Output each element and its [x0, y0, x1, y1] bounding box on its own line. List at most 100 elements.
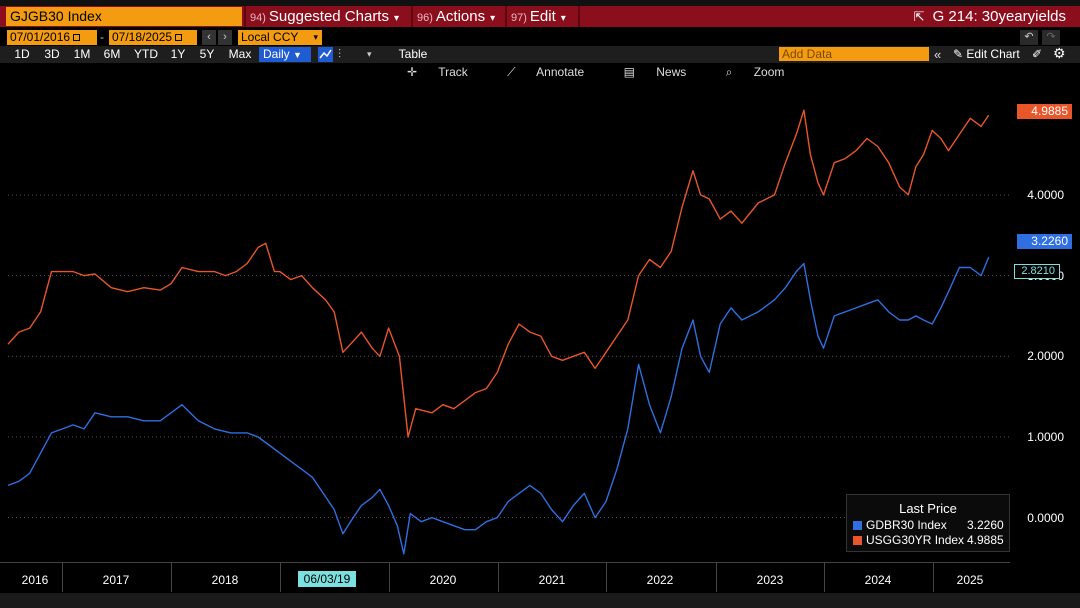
- news-icon: ▤: [623, 65, 635, 79]
- range-6m-button[interactable]: 6M: [103, 47, 121, 61]
- zoom-label: Zoom: [753, 65, 785, 79]
- zoom-icon: ⌕: [725, 65, 733, 79]
- range-5y-button[interactable]: 5Y: [199, 47, 215, 61]
- caret-down-icon: ▾: [560, 13, 566, 24]
- start-date-field[interactable]: 07/01/2016: [7, 30, 97, 45]
- y-tick-label: 4.0000: [1027, 187, 1064, 202]
- range-max-button[interactable]: Max: [228, 47, 252, 61]
- legend-series-name: USGG30YR Index: [866, 533, 965, 547]
- calendar-icon[interactable]: [73, 34, 81, 42]
- top-strip: [0, 0, 1080, 6]
- next-period-button[interactable]: ›: [218, 30, 232, 45]
- x-axis-divider: [606, 562, 607, 592]
- chart-legend: Last Price GDBR30 Index 3.2260 USGG30YR …: [846, 494, 1010, 552]
- crosshair-date-tag: 06/03/19: [298, 571, 356, 587]
- legend-title: Last Price: [899, 501, 957, 516]
- menu-label: Suggested Charts: [268, 8, 389, 25]
- legend-series-name: GDBR30 Index: [866, 518, 947, 532]
- menu-number: 97): [511, 12, 527, 24]
- menu-separator: [244, 6, 246, 27]
- gear-icon[interactable]: ⚙: [1053, 45, 1066, 61]
- x-axis-divider: [62, 562, 63, 592]
- edit-icon[interactable]: ✐: [1032, 47, 1043, 61]
- chart-plot-area[interactable]: [0, 82, 1080, 562]
- prev-period-button[interactable]: ‹: [202, 30, 216, 45]
- x-tick-label: 2024: [864, 573, 892, 587]
- x-axis-divider: [933, 562, 934, 592]
- crosshair-value-tag: 2.8210: [1014, 264, 1060, 279]
- news-label: News: [656, 65, 687, 79]
- end-date-field[interactable]: 07/18/2025: [109, 30, 197, 45]
- range-1m-button[interactable]: 1M: [73, 47, 91, 61]
- x-tick-label: 2025: [956, 573, 984, 587]
- series-line-gdbr30: [7, 256, 990, 555]
- usgg-swatch: [853, 536, 862, 545]
- edit-menu[interactable]: 97) Edit ▾: [511, 6, 566, 27]
- x-tick-label: 2021: [538, 573, 566, 587]
- x-tick-label: 2017: [102, 573, 130, 587]
- start-date-value: 07/01/2016: [10, 30, 71, 44]
- edit-chart-button[interactable]: ✎ Edit Chart: [953, 46, 1020, 63]
- x-tick-label: 2018: [211, 573, 239, 587]
- legend-row-gdbr[interactable]: GDBR30 Index 3.2260: [853, 518, 1004, 532]
- caret-down-icon: ▼: [293, 50, 302, 60]
- grid-lines: [8, 194, 1010, 519]
- gdbr-swatch: [853, 521, 862, 530]
- date-dash: -: [100, 30, 104, 44]
- collapse-icon[interactable]: «: [934, 47, 942, 62]
- track-tool[interactable]: ✛ Track: [407, 65, 486, 79]
- range-3d-button[interactable]: 3D: [44, 47, 60, 61]
- legend-row-usgg[interactable]: USGG30YR Index 4.9885: [853, 533, 1004, 547]
- series-lines: [7, 109, 990, 555]
- news-tool[interactable]: ▤ News: [624, 65, 705, 79]
- menu-number: 96): [417, 12, 433, 24]
- bar-chart-icon[interactable]: ⫶: [338, 47, 342, 61]
- undo-icon[interactable]: ↶: [1020, 30, 1038, 45]
- x-axis-divider: [171, 562, 172, 592]
- ticker-input[interactable]: GJGB30 Index: [6, 7, 242, 26]
- series-line-usgg30yr: [7, 109, 990, 438]
- line-chart-icon[interactable]: [318, 47, 333, 62]
- usgg-last-price-tag: 4.9885: [1017, 104, 1072, 119]
- menu-separator: [578, 6, 580, 27]
- crosshair-icon: ✛: [407, 65, 418, 79]
- add-data-input[interactable]: Add Data: [779, 47, 929, 61]
- x-axis-divider: [716, 562, 717, 592]
- chart-type-caret-icon[interactable]: ▾: [367, 49, 372, 59]
- annotate-tool[interactable]: ⟋ Annotate: [507, 65, 602, 79]
- export-icon[interactable]: ⇱: [913, 9, 925, 24]
- x-axis: [0, 562, 1010, 592]
- track-label: Track: [438, 65, 468, 79]
- range-1y-button[interactable]: 1Y: [170, 47, 186, 61]
- caret-down-icon: ▾: [393, 13, 400, 24]
- chart-id-text: G 214: 30yearyields: [932, 8, 1066, 25]
- range-ytd-button[interactable]: YTD: [134, 47, 158, 61]
- end-date-value: 07/18/2025: [112, 30, 173, 44]
- menu-label: Edit: [529, 8, 556, 25]
- y-tick-label: 1.0000: [1027, 429, 1064, 444]
- x-axis-divider: [280, 562, 281, 592]
- currency-value: Local CCY: [241, 30, 299, 44]
- calendar-icon[interactable]: [175, 34, 183, 42]
- actions-menu[interactable]: 96) Actions ▾: [417, 6, 495, 27]
- range-1d-button[interactable]: 1D: [14, 47, 30, 61]
- redo-icon[interactable]: ↷: [1042, 30, 1060, 45]
- zoom-tool[interactable]: ⌕ Zoom: [726, 65, 803, 79]
- pencil-icon: ✎: [953, 47, 964, 61]
- x-axis-divider: [498, 562, 499, 592]
- x-tick-label: 2020: [429, 573, 457, 587]
- annotate-label: Annotate: [536, 65, 585, 79]
- frequency-select[interactable]: Daily ▼: [259, 47, 311, 62]
- legend-series-value: 3.2260: [967, 518, 1004, 532]
- menu-number: 94): [250, 12, 266, 24]
- x-tick-label: 2016: [21, 573, 49, 587]
- suggested-charts-menu[interactable]: 94) Suggested Charts ▾: [250, 6, 399, 27]
- frequency-value: Daily: [263, 47, 290, 61]
- annotate-icon: ⟋: [507, 65, 516, 79]
- x-tick-label: 2023: [756, 573, 784, 587]
- currency-select[interactable]: Local CCY ▾: [238, 30, 322, 45]
- menu-separator: [411, 6, 413, 27]
- menu-separator: [505, 6, 507, 27]
- table-button[interactable]: Table: [398, 47, 428, 61]
- gdbr-last-price-tag: 3.2260: [1017, 234, 1072, 249]
